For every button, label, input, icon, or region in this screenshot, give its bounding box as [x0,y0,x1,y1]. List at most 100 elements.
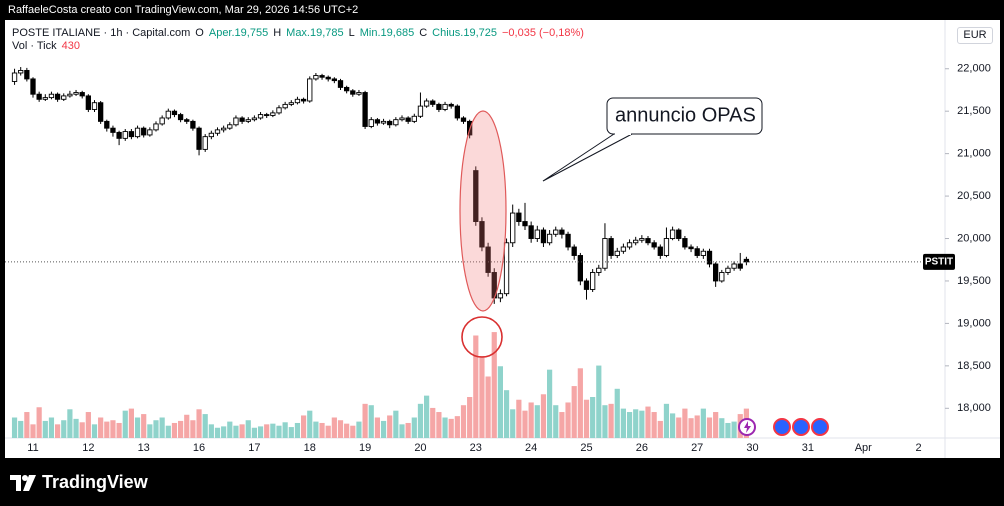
volume-bar [516,399,522,438]
volume-bar [79,422,85,438]
event-icon[interactable] [792,418,810,436]
candle-body [522,221,528,227]
volume-bar [208,424,214,438]
candle-body [122,131,128,139]
candle-body [300,98,307,102]
candle-body [534,229,540,239]
highlight-ellipse [459,110,507,312]
logo-text: TradingView [42,472,148,492]
volume-bar [368,405,374,438]
candle-body [141,127,147,136]
volume-bar [356,421,362,438]
candle-body [565,233,571,248]
volume-bar [122,410,128,438]
event-icon[interactable] [773,418,791,436]
candle-body [110,127,116,133]
currency-button[interactable]: EUR [957,27,993,44]
volume-bar [626,412,633,438]
callout-text: annuncio OPAS [615,104,756,126]
candle-body [220,127,227,131]
candle-body [528,225,534,239]
y-tick-label: 18,500 [957,360,991,372]
candle-body [104,120,110,129]
candle-body [214,129,221,134]
candle-body [608,238,614,256]
candle-body [442,103,448,110]
legend-value: Aper.19,755 [208,27,269,39]
y-tick-label: 20,000 [957,232,991,244]
candle-body [479,221,485,248]
x-tick-label: 12 [82,442,94,454]
candle-body [688,246,694,250]
candle-body [725,267,731,273]
volume-bar [196,409,202,438]
candle-body [590,272,596,290]
candle-body [227,124,233,129]
volume-bar [497,366,503,438]
y-tick-label: 20,500 [957,190,991,202]
event-icon-bolt [744,421,751,433]
plot: 18,000 18,500 19,000 19,500 20,000 20,500 21,0… [5,63,991,454]
volume-bar [91,424,98,438]
volume-bar [553,405,559,438]
volume-bar [221,426,227,438]
logo-mark [10,474,36,491]
volume-bar [184,414,190,438]
volume-bar [55,424,61,438]
volume-bar [430,407,436,438]
x-tick-label: 20 [414,442,426,454]
logo[interactable]: TradingView [10,472,148,493]
volume-bar [214,427,221,438]
volume-bar [706,417,713,438]
volume-bar [337,420,344,438]
candle-body [85,95,92,110]
volume-bar [202,414,208,438]
volume-bar [128,408,134,438]
volume-bar [387,415,393,438]
volume-bar [380,420,387,438]
candle-body [48,93,55,99]
candle-body [11,72,18,82]
candle-body [596,267,602,273]
symbol-legend: POSTE ITALIANE · 1h · Capital.com O Aper… [12,27,584,39]
y-tick-label: 22,000 [957,63,991,75]
volume-bar [350,425,356,438]
volume-bar [36,407,42,438]
volume-bar [362,403,368,438]
candle-body [602,238,608,269]
x-tick-label: Apr [855,442,872,454]
volume-bar [319,422,325,438]
volume-bar [48,417,55,438]
volume-bar [467,397,473,438]
volume-bar [67,409,73,438]
candle-body [417,105,424,117]
x-tick-label: 30 [746,442,758,454]
callout-pointer [542,133,633,182]
candle-body [633,239,639,244]
candle-body [165,110,171,119]
event-icon[interactable] [811,418,829,436]
candle-body [682,238,688,248]
volume-bar [725,422,731,438]
volume-bar [344,423,350,438]
volume-title: Vol · Tick [12,40,57,52]
volume-bar [73,418,79,438]
volume-bar [307,410,313,438]
candle-body [331,78,337,82]
volume-bar [639,410,645,438]
x-tick-label: 31 [802,442,814,454]
x-tick-label: 11 [27,442,38,454]
volume-bar [510,409,516,438]
candle-body [368,119,374,127]
volume-bar [257,426,264,438]
volume-bar [590,397,596,438]
volume-bar [393,410,399,438]
candle-body [540,229,547,244]
candle-body [731,263,737,269]
candle-body [405,117,411,122]
legend-value: Chius.19,725 [432,27,497,39]
volume-bar [85,412,91,438]
candle-body [202,136,208,150]
candle-body [657,246,663,256]
volume-bar [104,421,110,438]
